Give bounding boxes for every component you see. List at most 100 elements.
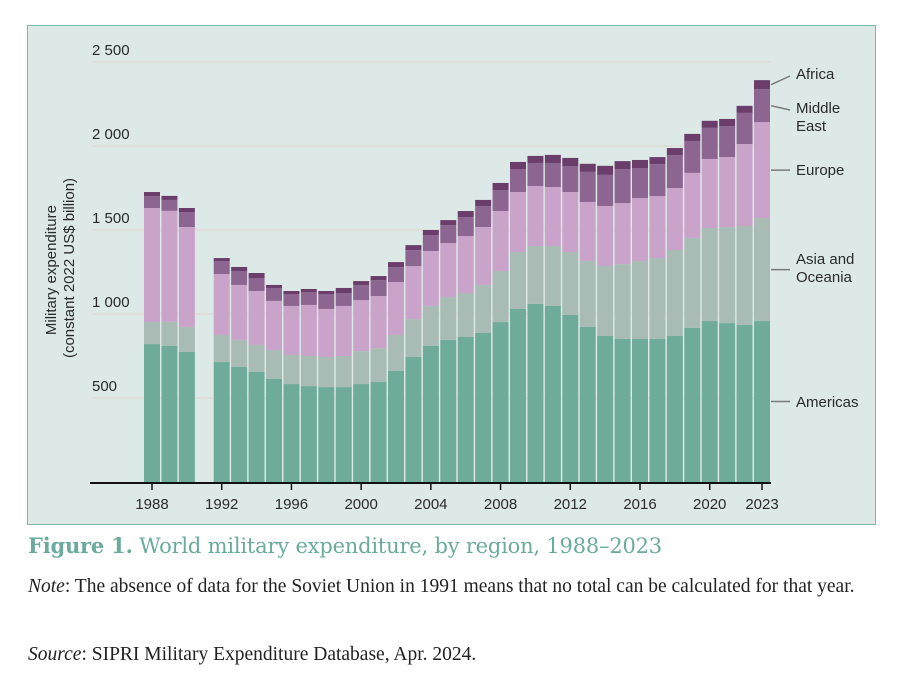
y-tick-label: 1 500 — [92, 210, 130, 227]
bar-segment-africa-2019 — [684, 133, 701, 141]
bar-segment-europe-1989 — [161, 210, 178, 322]
x-tick-label: 2008 — [484, 496, 517, 513]
bar-segment-africa-2007 — [475, 199, 492, 206]
y-tick-label: 500 — [92, 378, 117, 395]
bar-segment-middle-east-1994 — [248, 278, 265, 291]
bar-segment-middle-east-2004 — [422, 235, 439, 251]
bar-segment-middle-east-1989 — [161, 199, 178, 211]
bar-segment-europe-2014 — [597, 205, 614, 266]
bar-segment-africa-1994 — [248, 273, 265, 279]
bar-segment-middle-east-2018 — [666, 155, 683, 188]
bar-segment-asia-and-oceania-2014 — [597, 265, 614, 337]
bar-segment-americas-2015 — [614, 339, 631, 482]
bar-segment-europe-1998 — [318, 308, 335, 358]
bar-segment-americas-2021 — [719, 323, 736, 482]
bar-segment-europe-1988 — [144, 207, 160, 323]
bar-segment-europe-2017 — [649, 196, 666, 259]
bar-segment-middle-east-2009 — [510, 169, 526, 193]
bar-segment-europe-2021 — [719, 157, 736, 228]
bar-segment-americas-2011 — [544, 305, 561, 482]
bar-segment-americas-2009 — [510, 308, 526, 482]
bar-segment-asia-and-oceania-2004 — [422, 305, 439, 346]
legend-label-europe: Europe — [796, 162, 844, 179]
bar-segment-europe-1992 — [213, 274, 230, 335]
bar-segment-middle-east-2000 — [353, 285, 370, 301]
bar-segment-europe-2013 — [579, 201, 596, 261]
bar-segment-africa-2020 — [701, 120, 718, 128]
figure-label: Figure 1. — [28, 533, 133, 558]
bar-1988 — [144, 192, 160, 482]
bar-segment-europe-1993 — [231, 284, 248, 340]
bar-segment-americas-2007 — [475, 332, 492, 482]
bar-segment-asia-and-oceania-2000 — [353, 351, 370, 385]
x-tick-label: 2023 — [745, 496, 778, 513]
bar-segment-middle-east-2005 — [440, 225, 457, 244]
legend-label-americas: Americas — [796, 394, 859, 411]
x-tick-label: 1988 — [135, 496, 168, 513]
note-label: Note — [28, 576, 65, 597]
bar-segment-middle-east-2023 — [754, 89, 770, 123]
bar-segment-americas-2010 — [527, 303, 544, 482]
bar-segment-middle-east-2016 — [632, 168, 648, 199]
x-tick-label: 2004 — [414, 496, 447, 513]
legend-leader-middle-east — [770, 104, 791, 111]
bar-segment-americas-1995 — [266, 379, 282, 482]
bar-segment-africa-1990 — [178, 207, 195, 213]
bar-segment-europe-2008 — [492, 211, 509, 271]
bar-segment-asia-and-oceania-2013 — [579, 260, 596, 327]
bar-segment-europe-2000 — [353, 300, 370, 352]
bar-segment-europe-2011 — [544, 186, 561, 246]
bar-segment-africa-2003 — [405, 245, 422, 251]
bar-segment-asia-and-oceania-2016 — [632, 261, 648, 340]
bar-segment-africa-2004 — [422, 230, 439, 236]
bar-2010 — [527, 155, 544, 482]
bar-segment-africa-2010 — [527, 155, 544, 163]
bar-segment-africa-1996 — [283, 290, 300, 295]
bar-segment-africa-2009 — [510, 161, 526, 170]
bar-segment-europe-2010 — [527, 185, 544, 246]
figure-note: Note: The absence of data for the Soviet… — [28, 572, 878, 601]
legend-label-africa: Africa — [796, 66, 835, 83]
bar-segment-americas-1997 — [300, 386, 317, 482]
bar-segment-americas-2006 — [457, 337, 474, 482]
bar-segment-africa-1995 — [266, 284, 282, 288]
bar-segment-europe-2019 — [684, 172, 701, 238]
bar-segment-americas-2023 — [754, 321, 770, 482]
bar-segment-middle-east-2013 — [579, 171, 596, 202]
bar-segment-americas-1989 — [161, 345, 178, 482]
bar-1990 — [178, 207, 195, 482]
bar-segment-europe-2004 — [422, 251, 439, 306]
bar-segment-asia-and-oceania-2007 — [475, 284, 492, 333]
bar-segment-europe-1995 — [266, 300, 282, 350]
bar-segment-middle-east-1988 — [144, 196, 160, 208]
bar-segment-middle-east-1995 — [266, 287, 282, 301]
bar-1999 — [335, 287, 352, 482]
y-tick-label: 1 000 — [92, 294, 130, 311]
bar-segment-asia-and-oceania-2006 — [457, 293, 474, 338]
bar-segment-asia-and-oceania-2002 — [388, 335, 404, 371]
bar-2021 — [719, 118, 736, 482]
bar-segment-middle-east-2008 — [492, 190, 509, 212]
bar-segment-americas-2020 — [701, 321, 718, 482]
bar-2009 — [510, 161, 526, 482]
bar-segment-middle-east-1990 — [178, 212, 195, 227]
bar-segment-americas-2012 — [562, 315, 579, 482]
bars — [144, 80, 770, 482]
bar-2011 — [544, 154, 561, 482]
bar-segment-europe-1999 — [335, 305, 352, 356]
bar-segment-europe-2015 — [614, 203, 631, 265]
bar-segment-asia-and-oceania-2015 — [614, 264, 631, 340]
bar-1993 — [231, 266, 248, 482]
legend-label-middle-east: Middle East — [796, 100, 840, 135]
bar-segment-asia-and-oceania-2020 — [701, 227, 718, 322]
bar-segment-europe-2002 — [388, 282, 404, 335]
bar-2003 — [405, 245, 422, 482]
bar-segment-africa-1993 — [231, 266, 248, 271]
bar-2023 — [754, 80, 770, 482]
bar-segment-americas-1988 — [144, 344, 160, 482]
source-text: : SIPRI Military Expenditure Database, A… — [81, 644, 477, 665]
bar-segment-middle-east-1998 — [318, 294, 335, 309]
bar-segment-asia-and-oceania-1998 — [318, 357, 335, 388]
x-tick-label: 2020 — [693, 496, 726, 513]
bar-segment-americas-2004 — [422, 345, 439, 482]
